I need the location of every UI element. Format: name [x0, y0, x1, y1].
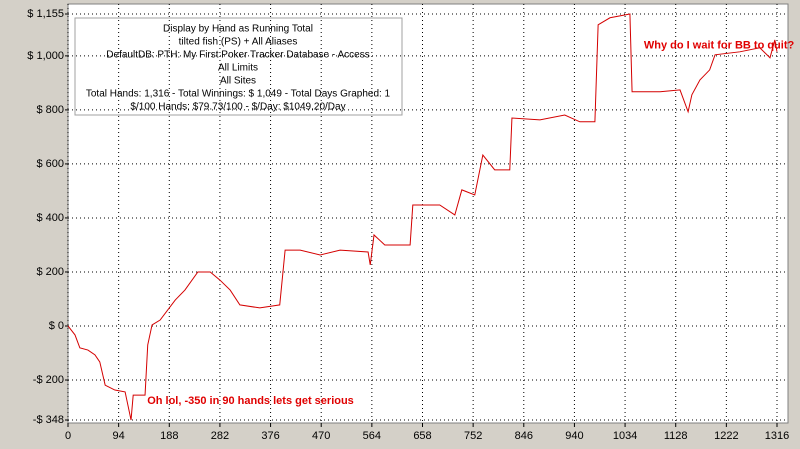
x-tick-label: 376: [261, 430, 279, 442]
x-tick-label: 846: [515, 430, 533, 442]
y-tick-label: $ 800: [36, 104, 64, 116]
info-line: $/100 Hands: $79.73/100 - $/Day: $1049.2…: [130, 102, 345, 113]
x-tick-label: 940: [565, 430, 583, 442]
info-line: DefaultDB: PTH: My First Poker Tracker D…: [106, 50, 369, 61]
x-tick-label: 1128: [664, 430, 688, 442]
y-tick-label: $ 400: [36, 212, 64, 224]
x-tick-label: 94: [113, 430, 125, 442]
x-tick-label: 0: [65, 430, 71, 442]
x-tick-label: 658: [413, 430, 431, 442]
x-tick-label: 752: [464, 430, 482, 442]
y-tick-label: $ 1,000: [27, 50, 64, 62]
info-line: All Sites: [220, 76, 256, 87]
annotation: Why do I wait for BB to quit?: [644, 40, 795, 52]
info-box: [74, 17, 403, 116]
annotation: Oh lol, -350 in 90 hands lets get seriou…: [147, 395, 354, 407]
x-tick-label: 564: [363, 430, 381, 442]
y-tick-label: $ 1,155: [27, 8, 64, 20]
info-line: Display by Hand as Running Total: [163, 24, 313, 35]
y-tick-label: $ 0: [49, 320, 64, 332]
series-line: [67, 13, 778, 421]
y-tick-label: $ 200: [36, 266, 64, 278]
info-line: All Limits: [218, 63, 258, 74]
y-tick-label: -$ 200: [33, 374, 64, 386]
x-tick-label: 1034: [613, 430, 637, 442]
x-tick-label: 470: [312, 430, 330, 442]
x-tick-label: 282: [211, 430, 229, 442]
x-tick-label: 1316: [765, 430, 789, 442]
x-tick-label: 1222: [714, 430, 738, 442]
y-tick-label: $ 600: [36, 158, 64, 170]
x-tick-label: 188: [160, 430, 178, 442]
info-line: Total Hands: 1,316 - Total Winnings: $ 1…: [86, 89, 391, 100]
info-line: tilted fish (PS) + All Aliases: [179, 37, 298, 48]
y-tick-label: -$ 348: [33, 414, 64, 426]
